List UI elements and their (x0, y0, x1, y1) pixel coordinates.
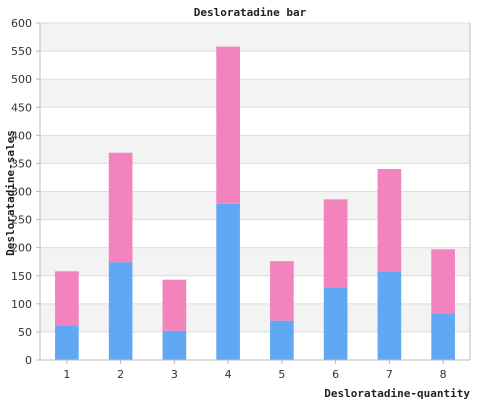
bar-segment (216, 46, 240, 204)
x-tick-label: 8 (440, 368, 447, 381)
x-tick-label: 7 (386, 368, 393, 381)
grid-band (40, 135, 470, 164)
bar-segment (431, 249, 455, 314)
bars (55, 46, 455, 360)
y-tick-label: 200 (11, 242, 32, 255)
y-tick-label: 150 (11, 270, 32, 283)
y-tick-label: 400 (11, 129, 32, 142)
chart-title: Desloratadine bar (194, 6, 307, 19)
bar-segment (323, 199, 348, 288)
bar-segment (377, 271, 402, 360)
bar-segment (162, 279, 187, 331)
y-tick-labels: 0 50 100 150 200 250 300 350 400 450 500 550 600 (11, 17, 32, 367)
grid-band (40, 79, 470, 108)
grid-band (40, 247, 470, 276)
y-tick-label: 0 (25, 354, 32, 367)
y-tick-label: 500 (11, 73, 32, 86)
bar-segment (323, 287, 348, 360)
x-axis-label: Desloratadine-quantity (324, 387, 470, 400)
grid-band (40, 23, 470, 52)
y-tick-label: 300 (11, 186, 32, 199)
bar-segment (270, 261, 294, 321)
bar-segment (431, 313, 455, 360)
grid-band (40, 191, 470, 220)
y-tick-label: 450 (11, 101, 32, 114)
plot-background-bands (40, 23, 470, 332)
y-tick-label: 50 (18, 326, 32, 339)
y-tick-label: 550 (11, 45, 32, 58)
x-tick-label: 4 (225, 368, 232, 381)
x-tick-label: 6 (332, 368, 339, 381)
x-tick-label: 2 (117, 368, 124, 381)
bar-segment (216, 203, 240, 360)
grid-band (40, 303, 470, 332)
bar-segment (377, 169, 402, 272)
bar-segment (270, 320, 294, 360)
bar-segment (108, 152, 133, 263)
y-axis-label: Desloratadine-sales (4, 130, 17, 256)
y-tick-label: 600 (11, 17, 32, 30)
axes (36, 22, 471, 364)
bar-segment (55, 325, 79, 360)
bar-segment (108, 262, 133, 360)
x-tick-label: 3 (171, 368, 178, 381)
bar-segment (162, 330, 187, 360)
x-tick-label: 1 (63, 368, 70, 381)
x-tick-labels: 1 2 3 4 5 6 7 8 (63, 368, 446, 381)
x-tick-label: 5 (278, 368, 285, 381)
bar-segment (55, 271, 79, 326)
y-tick-label: 100 (11, 298, 32, 311)
y-tick-label: 350 (11, 157, 32, 170)
y-tick-label: 250 (11, 214, 32, 227)
